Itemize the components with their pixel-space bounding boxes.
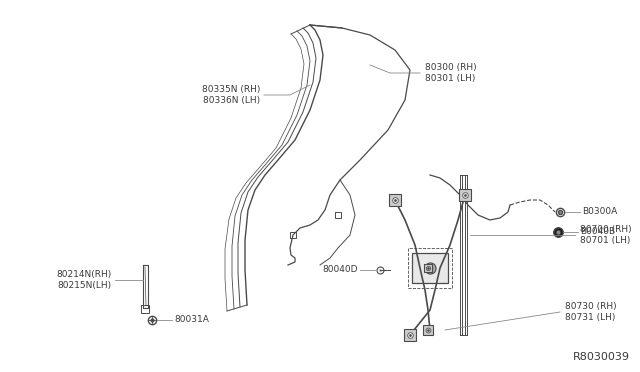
Text: 80031A: 80031A xyxy=(174,315,209,324)
Text: B0040B: B0040B xyxy=(580,228,615,237)
Text: B0300A: B0300A xyxy=(582,208,617,217)
Text: 80335N (RH)
80336N (LH): 80335N (RH) 80336N (LH) xyxy=(202,85,260,105)
Text: 80040D: 80040D xyxy=(323,266,358,275)
Text: 80700 (RH)
80701 (LH): 80700 (RH) 80701 (LH) xyxy=(580,225,632,245)
Text: 80730 (RH)
80731 (LH): 80730 (RH) 80731 (LH) xyxy=(565,302,616,322)
Text: R8030039: R8030039 xyxy=(573,352,630,362)
Bar xyxy=(290,232,296,238)
Text: 80300 (RH)
80301 (LH): 80300 (RH) 80301 (LH) xyxy=(425,63,477,83)
FancyBboxPatch shape xyxy=(412,253,448,283)
Bar xyxy=(141,305,149,313)
Text: 80214N(RH)
80215N(LH): 80214N(RH) 80215N(LH) xyxy=(57,270,112,290)
Bar xyxy=(335,212,341,218)
